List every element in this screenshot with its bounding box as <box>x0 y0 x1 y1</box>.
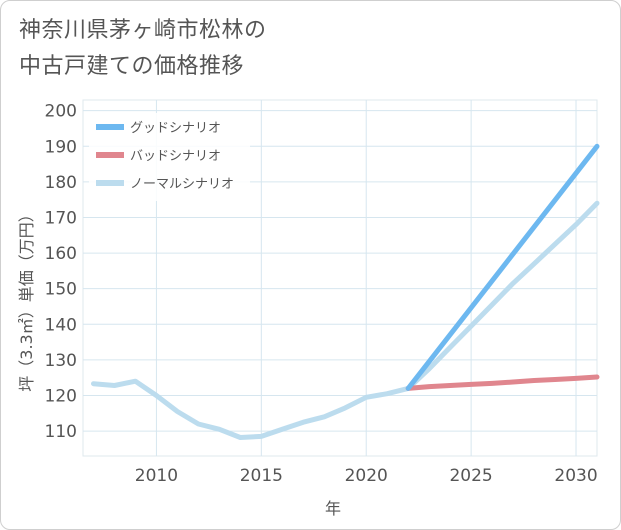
y-tick-labels: 110 120 130 140 150 160 170 180 190 200 <box>45 102 77 442</box>
y-tick-label: 140 <box>45 315 77 335</box>
y-tick-label: 170 <box>45 208 77 228</box>
chart-title-line1: 神奈川県茅ヶ崎市松林の <box>19 18 267 43</box>
y-tick-label: 150 <box>45 280 77 300</box>
series-line-1 <box>405 374 600 391</box>
y-tick-label: 200 <box>45 102 77 122</box>
y-axis-label: 坪（3.3㎡）単価（万円） <box>17 206 36 391</box>
chart-title-line2: 中古戸建ての価格推移 <box>19 54 245 79</box>
x-tick-label: 2020 <box>345 466 388 486</box>
y-tick-label: 110 <box>45 422 77 442</box>
y-tick-label: 120 <box>45 386 77 406</box>
chart-title: 神奈川県茅ヶ崎市松林の 中古戸建ての価格推移 <box>19 13 267 85</box>
y-tick-label: 180 <box>45 173 77 193</box>
x-tick-labels: 2010 2015 2020 2025 2030 <box>135 466 598 486</box>
series-line-0 <box>405 143 600 391</box>
x-tick-label: 2010 <box>135 466 178 486</box>
x-tick-label: 2030 <box>554 466 597 486</box>
y-tick-label: 190 <box>45 137 77 157</box>
x-tick-label: 2015 <box>240 466 283 486</box>
legend-label-0: グッドシナリオ <box>130 121 221 136</box>
series-line-2 <box>91 200 600 440</box>
x-tick-label: 2025 <box>449 466 492 486</box>
legend-label-1: バッドシナリオ <box>130 149 221 164</box>
x-axis-label: 年 <box>325 499 341 518</box>
y-tick-label: 160 <box>45 244 77 264</box>
series-lines <box>91 143 600 440</box>
y-tick-label: 130 <box>45 351 77 371</box>
legend-label-2: ノーマルシナリオ <box>130 177 234 192</box>
